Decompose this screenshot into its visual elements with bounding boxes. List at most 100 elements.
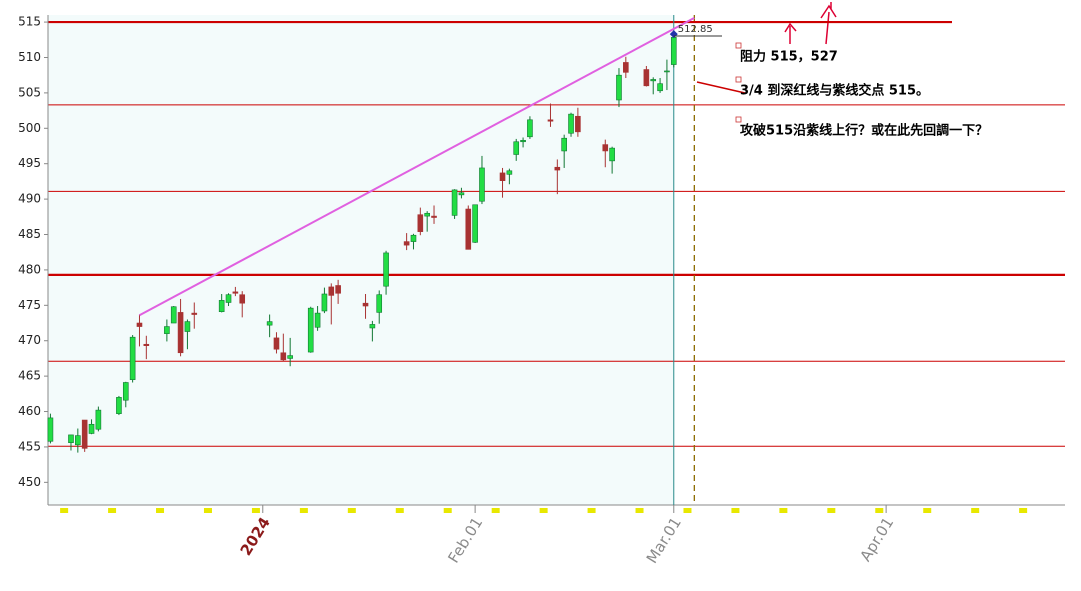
y-tick-label: 470: [18, 333, 41, 347]
candle-body: [314, 312, 321, 328]
candle-body: [177, 312, 184, 354]
candle-body: [68, 434, 74, 443]
candle-body: [458, 192, 465, 196]
candle-body: [88, 423, 95, 434]
candle-body: [362, 302, 369, 307]
y-tick-label: 455: [18, 439, 41, 453]
candle-body: [479, 167, 485, 202]
candle-body: [116, 397, 122, 414]
candle-body: [225, 294, 232, 303]
x-tick-label: 2024: [237, 514, 274, 559]
candle-body: [184, 321, 191, 332]
y-tick-label: 480: [18, 262, 41, 276]
candle-body: [143, 343, 150, 346]
candle-body: [527, 119, 533, 138]
candle-body: [376, 294, 383, 313]
candle-body: [239, 294, 246, 304]
candle-body: [451, 189, 458, 216]
annotation: 3/4 到深红线与紫线交点 515。: [740, 83, 929, 99]
y-tick-label: 460: [18, 404, 41, 418]
candle-body: [657, 83, 663, 92]
week-marker: [875, 508, 884, 513]
candle-body: [499, 172, 506, 181]
candle-body: [321, 293, 328, 312]
week-marker: [971, 508, 980, 513]
week-marker: [60, 508, 69, 513]
week-marker: [731, 508, 740, 513]
week-marker: [347, 508, 356, 513]
candle-body: [561, 137, 567, 152]
arrow-sketch: [820, 2, 837, 45]
note-marker: [735, 42, 742, 49]
plot-background: [48, 15, 674, 505]
candle-body: [232, 291, 239, 294]
y-tick-label: 515: [18, 15, 41, 29]
candle-body: [623, 62, 629, 73]
candle-body: [670, 37, 677, 65]
trendline: [139, 16, 695, 317]
candle-body: [307, 307, 314, 353]
candle-body: [650, 79, 657, 82]
x-tick-label: Mar.01: [643, 514, 685, 567]
candle-body: [95, 409, 102, 430]
last-price-label: 512.85: [678, 24, 713, 35]
candle-body: [75, 435, 81, 446]
candle-body: [465, 208, 472, 250]
candle-body: [136, 322, 143, 327]
x-tick-label: Apr.01: [856, 514, 897, 565]
y-tick-label: 485: [18, 227, 41, 241]
week-marker: [156, 508, 165, 513]
candle-body: [273, 337, 280, 350]
y-tick-label: 510: [18, 50, 41, 64]
candle-body: [129, 336, 136, 380]
y-tick-label: 505: [18, 85, 41, 99]
candle-body: [170, 306, 177, 324]
annotation: 阻力 515，527: [740, 49, 838, 65]
candle-body: [424, 212, 430, 217]
week-marker: [251, 508, 260, 513]
note-marker: [735, 116, 742, 123]
candle-body: [335, 285, 341, 294]
week-marker: [539, 508, 548, 513]
y-tick-label: 490: [18, 192, 41, 206]
candle-body: [554, 166, 561, 171]
candle-body: [383, 252, 389, 287]
week-marker: [203, 508, 212, 513]
candle-body: [164, 326, 170, 334]
candle-body: [280, 352, 287, 361]
week-marker: [491, 508, 500, 513]
candle-body: [122, 382, 129, 401]
week-marker: [395, 508, 404, 513]
candle-body: [369, 324, 376, 329]
candle-body: [287, 355, 293, 359]
candle-body: [410, 234, 417, 242]
y-tick-label: 475: [18, 298, 41, 312]
candle-body: [47, 417, 54, 442]
candle-body: [191, 312, 198, 315]
candle-body: [664, 70, 670, 73]
annotation: 攻破515沿紫线上行？或在此先回調一下？: [740, 123, 988, 139]
week-marker: [587, 508, 596, 513]
week-marker: [683, 508, 692, 513]
week-marker: [1019, 508, 1028, 513]
y-tick-label: 465: [18, 369, 41, 383]
week-marker: [108, 508, 117, 513]
candle-body: [616, 74, 622, 101]
arrow-sketch: [784, 22, 797, 44]
week-marker: [443, 508, 452, 513]
note-marker: [735, 76, 742, 83]
candle-body: [472, 204, 478, 243]
candle-body: [81, 419, 88, 449]
candle-body: [403, 241, 410, 246]
y-tick-label: 450: [18, 475, 41, 489]
week-marker: [923, 508, 932, 513]
candle-body: [602, 144, 609, 152]
candle-body: [513, 141, 520, 155]
plot-layer: 450 455 460 465 470 475 480 485 490 495 500 505 510 5…: [18, 15, 1065, 567]
x-tick-label: Feb.01: [444, 514, 486, 566]
candle-body: [609, 147, 615, 162]
candle-body: [520, 140, 526, 143]
candle-body: [547, 119, 554, 122]
